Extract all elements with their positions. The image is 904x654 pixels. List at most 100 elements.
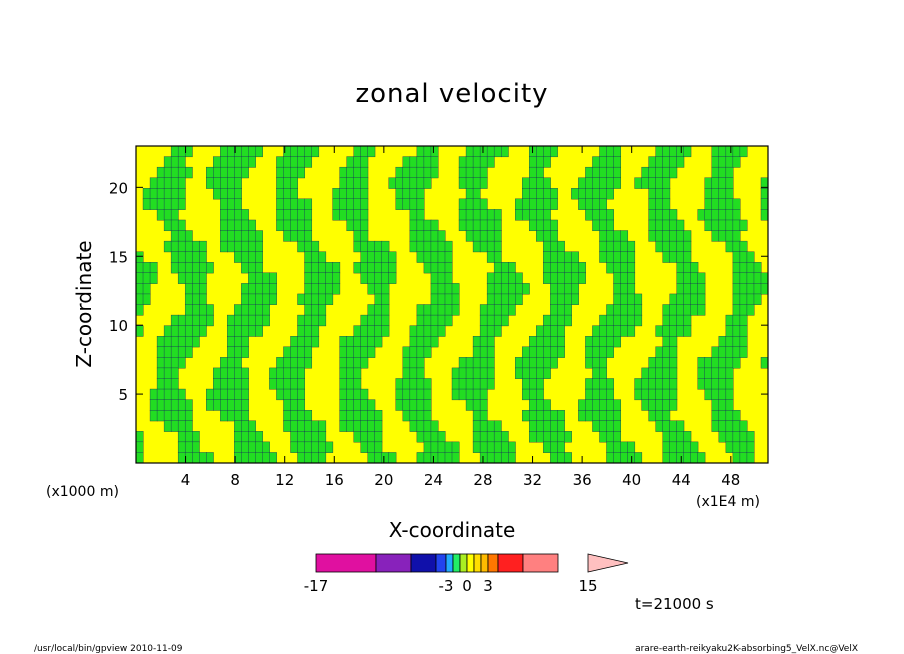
field-cell	[395, 388, 404, 401]
field-cell	[423, 230, 432, 242]
field-cell	[213, 367, 221, 379]
field-cell	[142, 188, 151, 200]
field-cell	[550, 452, 558, 464]
field-cell	[395, 399, 404, 411]
field-cell	[669, 314, 678, 327]
field-cell	[241, 145, 249, 158]
field-cell	[353, 198, 362, 210]
field-cell	[241, 441, 249, 453]
field-cell	[353, 357, 362, 369]
field-cell	[458, 378, 467, 390]
field-cell	[606, 452, 614, 464]
field-cell	[276, 188, 284, 200]
field-cell	[283, 357, 291, 369]
field-cell	[353, 219, 362, 232]
field-cell	[318, 293, 327, 305]
field-cell	[662, 251, 671, 263]
field-cell	[423, 346, 432, 358]
field-cell	[732, 251, 741, 263]
field-cell	[227, 156, 235, 168]
field-cell	[725, 399, 734, 411]
field-cell	[135, 272, 144, 284]
field-cell	[550, 441, 558, 453]
field-cell	[234, 409, 242, 422]
field-cell	[486, 431, 495, 443]
field-cell	[430, 156, 439, 168]
field-cell	[304, 441, 313, 453]
field-cell	[156, 357, 165, 369]
field-cell	[648, 219, 657, 232]
field-cell	[606, 314, 614, 327]
field-cell	[606, 188, 614, 200]
field-cell	[620, 452, 629, 464]
field-cell	[360, 145, 369, 158]
field-cell	[683, 325, 692, 337]
footer-right: arare-earth-reikyaku2K-absorbing5_VelX.n…	[635, 644, 858, 654]
field-cell	[360, 219, 369, 232]
field-cell	[346, 177, 355, 189]
field-cell	[248, 325, 256, 337]
field-cell	[704, 219, 713, 232]
field-cell	[479, 452, 488, 464]
field-cell	[599, 367, 607, 379]
field-cell	[367, 346, 376, 358]
field-cell	[718, 420, 727, 432]
field-cell	[536, 399, 544, 411]
field-cell	[170, 262, 179, 274]
field-cell	[220, 367, 228, 379]
field-cell	[564, 304, 572, 316]
field-cell	[529, 166, 537, 179]
field-cell	[606, 219, 614, 232]
field-cell	[360, 230, 369, 242]
field-cell	[283, 409, 291, 422]
field-cell	[472, 420, 481, 432]
field-cell	[227, 388, 235, 401]
field-cell	[479, 219, 488, 232]
field-cell	[585, 346, 593, 358]
field-cell	[627, 304, 636, 316]
field-cell	[564, 262, 572, 274]
field-cell	[599, 166, 607, 179]
field-cell	[269, 293, 277, 305]
field-cell	[557, 325, 565, 337]
field-cell	[592, 367, 600, 379]
field-cell	[648, 156, 657, 168]
field-cell	[241, 388, 249, 401]
field-cell	[184, 240, 193, 253]
field-cell	[571, 251, 579, 263]
field-cell	[409, 399, 418, 411]
field-cell	[739, 452, 748, 464]
field-cell	[156, 399, 165, 411]
field-cell	[753, 262, 762, 274]
field-cell	[669, 431, 678, 443]
field-cell	[227, 240, 235, 253]
field-cell	[409, 388, 418, 401]
field-cell	[177, 336, 186, 348]
field-cell	[529, 209, 537, 221]
field-cell	[135, 283, 144, 295]
field-cell	[529, 188, 537, 200]
field-cell	[655, 240, 664, 253]
field-cell	[227, 188, 235, 200]
field-cell	[255, 304, 263, 316]
field-cell	[655, 378, 664, 390]
field-cell	[578, 409, 586, 422]
field-cell	[606, 251, 614, 263]
field-cell	[423, 156, 432, 168]
field-cell	[479, 240, 488, 253]
field-cell	[430, 336, 439, 348]
field-cell	[339, 409, 348, 422]
field-cell	[578, 272, 586, 284]
field-cell	[234, 441, 242, 453]
field-cell	[683, 293, 692, 305]
field-cell	[683, 314, 692, 327]
field-cell	[676, 431, 685, 443]
field-cell	[627, 240, 636, 253]
field-cell	[276, 166, 284, 179]
field-cell	[156, 409, 165, 422]
field-cell	[718, 378, 727, 390]
field-cell	[416, 219, 425, 232]
plot-area	[135, 145, 769, 464]
field-cell	[522, 209, 530, 221]
field-cell	[732, 219, 741, 232]
